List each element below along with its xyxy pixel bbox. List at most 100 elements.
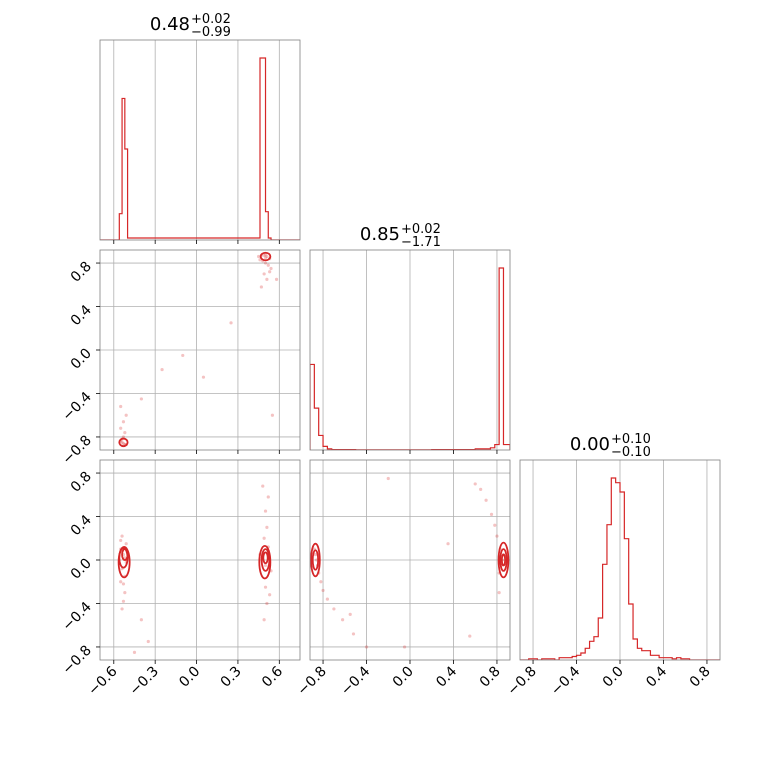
scatter-point xyxy=(262,272,266,276)
scatter-point xyxy=(321,588,325,593)
contour-line xyxy=(500,553,507,567)
contour-line xyxy=(262,551,269,565)
scatter-point xyxy=(479,487,483,491)
density-contours xyxy=(117,544,272,580)
scatter-points xyxy=(119,484,273,654)
param-title-upper: +0.02 xyxy=(191,12,231,27)
scatter-point xyxy=(262,536,266,540)
scatter-point xyxy=(146,639,150,644)
x-tick-label: −0.3 xyxy=(127,664,162,699)
contour-line xyxy=(311,549,320,571)
contour-line xyxy=(118,437,129,448)
scatter-point xyxy=(332,607,336,611)
x-tick-label: −0.8 xyxy=(295,664,330,699)
scatter-point xyxy=(364,645,369,649)
scatter-point xyxy=(121,420,126,424)
density-contours xyxy=(118,251,272,448)
y-tick-label: −0.8 xyxy=(59,432,94,467)
scatter-point xyxy=(265,277,269,281)
param-title-lower: −0.99 xyxy=(191,25,231,40)
y-tick-label: −0.4 xyxy=(59,599,94,634)
scatter-point xyxy=(262,253,266,258)
scatter-point xyxy=(181,353,185,358)
scatter-point xyxy=(313,552,318,557)
scatter-point xyxy=(123,556,127,560)
scatter-point xyxy=(348,612,352,616)
scatter-points xyxy=(312,476,506,649)
gridlines xyxy=(310,460,510,660)
scatter-point xyxy=(386,476,390,481)
gridlines xyxy=(113,40,280,240)
gridlines xyxy=(100,250,300,450)
scatter-point xyxy=(402,645,407,649)
scatter-point xyxy=(123,591,127,595)
hist-panel-2: −0.8 −0.4 0.0 0.4 0.8 0.00 +0.10−0.10 xyxy=(505,432,721,699)
scatter-point xyxy=(489,512,494,516)
scatter-point xyxy=(262,618,266,622)
param-title-value: 0.85 xyxy=(360,224,400,245)
gridlines xyxy=(100,460,300,660)
hist-panel-0: 0.48 +0.02−0.99 xyxy=(99,12,301,244)
scatter-point xyxy=(119,580,123,584)
param-title-value: 0.48 xyxy=(150,14,190,35)
scatter-point xyxy=(139,397,143,401)
contour-line xyxy=(259,251,272,262)
scatter-point xyxy=(139,618,143,622)
y-tick-label: −0.8 xyxy=(59,642,94,677)
scatter-point xyxy=(265,525,269,529)
scatter-point xyxy=(266,495,270,499)
scatter-point xyxy=(123,431,127,435)
scatter-point xyxy=(495,534,499,538)
contour-line xyxy=(121,548,129,561)
contour-line xyxy=(310,542,321,578)
histogram-step-line xyxy=(520,477,720,660)
gridlines xyxy=(322,250,498,450)
x-tick-label: 0.8 xyxy=(477,664,504,691)
x-tick-label: 0.6 xyxy=(259,663,286,690)
scatter-point xyxy=(120,607,124,611)
y-tick-label: 0.0 xyxy=(68,346,95,373)
scatter-point xyxy=(468,634,472,638)
scatter-point xyxy=(351,632,356,636)
scatter-point xyxy=(446,542,450,546)
histogram-step-line xyxy=(100,57,300,240)
scatter-panel-0-1: −0.8 −0.4 0.0 0.4 0.8 xyxy=(59,249,301,468)
scatter-point xyxy=(121,441,126,446)
scatter-point xyxy=(269,266,273,271)
scatter-point xyxy=(119,426,123,430)
x-tick-label: −0.4 xyxy=(338,663,373,698)
param-title-upper: +0.10 xyxy=(611,432,651,447)
gridlines xyxy=(532,460,708,660)
scatter-point xyxy=(325,597,329,601)
x-tick-label: 0.0 xyxy=(390,664,417,691)
x-tick-label: 0.8 xyxy=(687,664,714,691)
scatter-point xyxy=(266,263,270,267)
x-tick-label: 0.0 xyxy=(600,664,627,691)
scatter-point xyxy=(257,254,261,259)
x-tick-label: 0.3 xyxy=(218,664,245,691)
param-title-lower: −0.10 xyxy=(611,445,651,460)
scatter-point xyxy=(229,321,233,325)
scatter-point xyxy=(319,580,323,584)
scatter-point xyxy=(119,404,123,409)
scatter-point xyxy=(160,367,164,372)
y-tick-label: 0.4 xyxy=(68,302,95,329)
scatter-point xyxy=(263,261,268,265)
scatter-point xyxy=(121,582,126,586)
scatter-point xyxy=(270,413,275,417)
contour-line xyxy=(258,544,272,580)
param-title-value: 0.00 xyxy=(570,434,610,455)
contour-line xyxy=(497,541,510,579)
scatter-point xyxy=(201,375,206,379)
x-tick-label: 0.4 xyxy=(643,663,670,690)
x-tick-label: 0.4 xyxy=(433,663,460,690)
scatter-points xyxy=(119,252,279,447)
scatter-point xyxy=(341,618,345,622)
scatter-point xyxy=(121,599,126,603)
scatter-point xyxy=(259,285,263,289)
scatter-point xyxy=(263,585,268,589)
scatter-point xyxy=(120,440,124,444)
x-tick-label: −0.8 xyxy=(505,664,540,699)
scatter-point xyxy=(497,591,501,595)
scatter-point xyxy=(493,523,497,527)
